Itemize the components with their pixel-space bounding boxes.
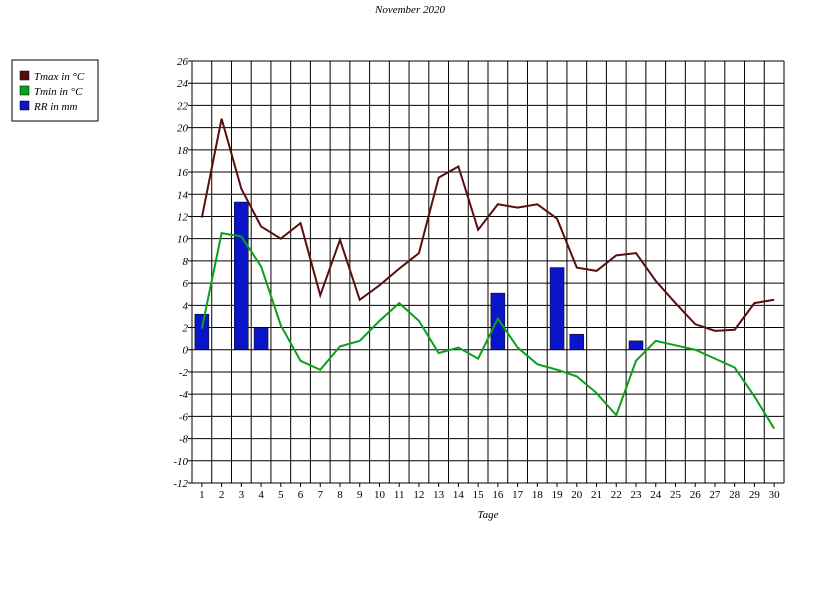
y-tick-label: 0 — [183, 345, 189, 357]
x-tick-label: 27 — [709, 489, 721, 501]
x-tick-label: 11 — [394, 489, 405, 501]
y-tick-label: -8 — [179, 434, 189, 446]
line — [200, 118, 775, 332]
x-tick-label: 8 — [337, 489, 343, 501]
y-tick-label: 24 — [177, 78, 189, 90]
x-tick-label: 5 — [278, 489, 284, 501]
x-tick-label: 28 — [729, 489, 741, 501]
x-tick-label: 2 — [219, 489, 225, 501]
legend-label: Tmax in °C — [34, 71, 85, 83]
y-tick-label: 4 — [183, 300, 189, 312]
x-tick-label: 14 — [453, 489, 465, 501]
x-tick-label: 21 — [591, 489, 602, 501]
x-tick-label: 1 — [199, 489, 205, 501]
y-tick-label: 14 — [177, 189, 189, 201]
y-tick-label: 18 — [177, 145, 189, 157]
x-tick-label: 13 — [433, 489, 445, 501]
y-tick-label: -4 — [179, 389, 189, 401]
y-tick-label: 16 — [177, 167, 189, 179]
x-tick-label: 26 — [690, 489, 702, 501]
legend-swatch — [19, 85, 30, 96]
legend-swatch — [19, 100, 30, 111]
bar — [234, 201, 249, 350]
y-tick-label: 10 — [177, 234, 189, 246]
x-tick-label: 17 — [512, 489, 524, 501]
x-tick-label: 7 — [318, 489, 324, 501]
x-tick-label: 16 — [492, 489, 504, 501]
x-tick-label: 12 — [413, 489, 424, 501]
bar — [253, 327, 269, 350]
line — [200, 231, 775, 430]
x-tick-label: 6 — [298, 489, 304, 501]
y-tick-label: 12 — [177, 211, 189, 223]
x-tick-label: 4 — [258, 489, 264, 501]
y-tick-label: -10 — [173, 456, 188, 468]
x-axis-label: Tage — [478, 509, 499, 521]
y-tick-label: 22 — [177, 100, 189, 112]
x-tick-label: 29 — [749, 489, 761, 501]
x-tick-label: 24 — [650, 489, 662, 501]
legend-label: RR in mm — [33, 101, 77, 113]
x-tick-label: 19 — [552, 489, 564, 501]
bar — [194, 313, 210, 350]
y-tick-label: -2 — [179, 367, 189, 379]
legend-label: Tmin in °C — [34, 86, 83, 98]
y-tick-label: -12 — [173, 478, 188, 490]
bar — [549, 267, 565, 350]
x-tick-label: 30 — [769, 489, 781, 501]
x-tick-label: 23 — [631, 489, 643, 501]
y-tick-label: -6 — [179, 411, 189, 423]
bar — [628, 340, 644, 350]
x-tick-label: 22 — [611, 489, 622, 501]
y-tick-label: 6 — [183, 278, 189, 290]
y-tick-label: 26 — [177, 56, 189, 68]
y-tick-label: 20 — [177, 123, 189, 135]
x-tick-label: 18 — [532, 489, 544, 501]
y-tick-label: 8 — [183, 256, 189, 268]
x-tick-label: 9 — [357, 489, 363, 501]
y-tick-label: 2 — [183, 323, 189, 335]
x-tick-label: 25 — [670, 489, 682, 501]
x-tick-label: 10 — [374, 489, 386, 501]
x-tick-label: 3 — [239, 489, 245, 501]
legend-swatch — [19, 70, 30, 81]
chart-title: November 2020 — [374, 4, 445, 16]
bar — [569, 333, 585, 350]
x-tick-label: 15 — [473, 489, 485, 501]
x-tick-label: 20 — [571, 489, 583, 501]
bar — [490, 292, 506, 350]
